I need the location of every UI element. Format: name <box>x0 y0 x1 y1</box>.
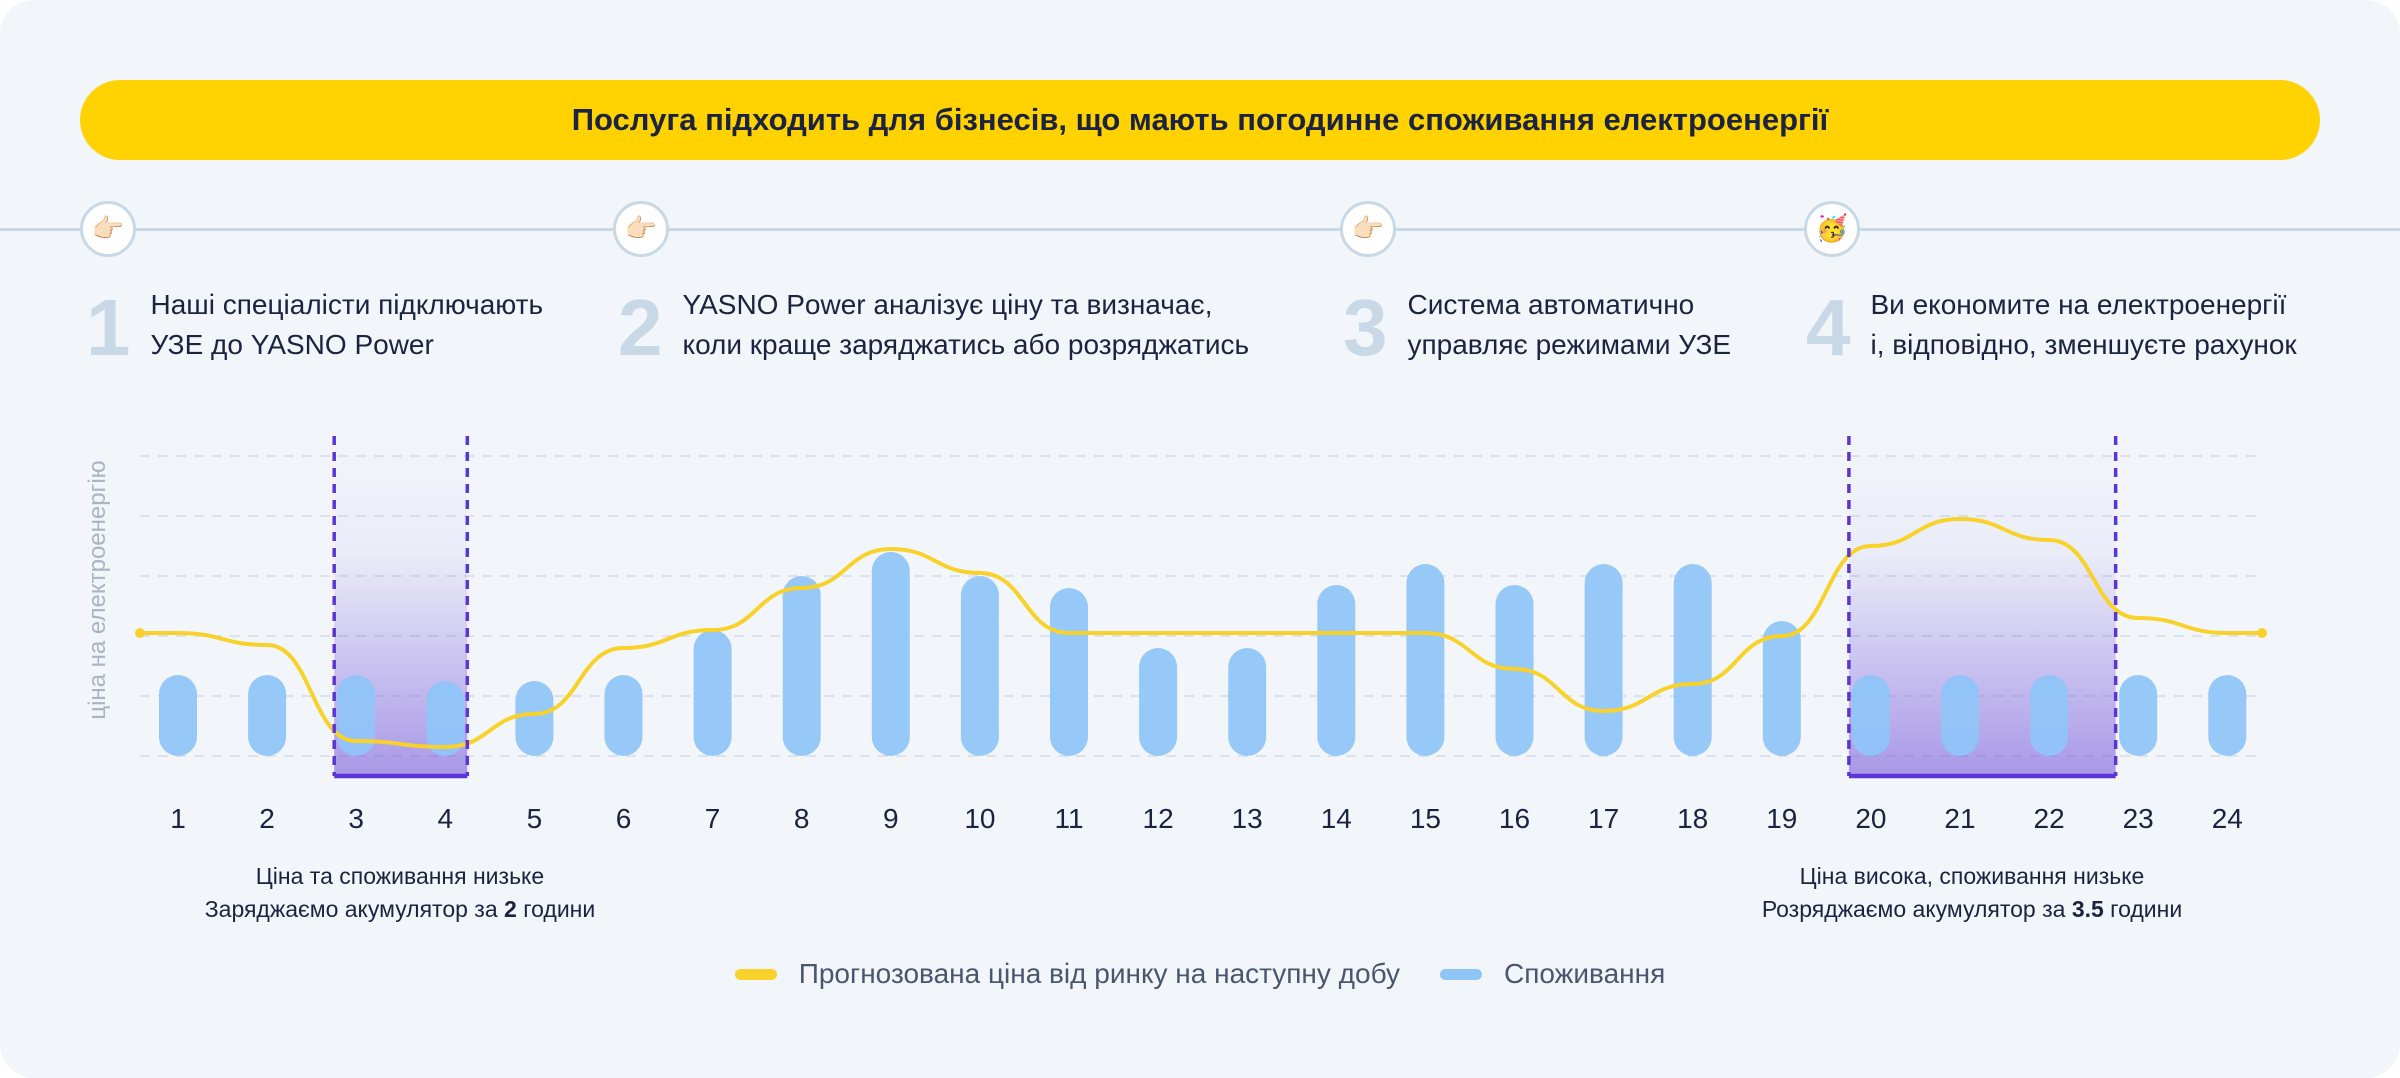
discharge-note: Ціна висока, споживання низьке Розряджає… <box>1762 860 2182 926</box>
bar-hour-19 <box>1762 621 1801 756</box>
x-tick-label: 20 <box>1855 803 1886 834</box>
step-line: Наші спеціалісти підключають <box>150 289 544 320</box>
party-face-icon: 🥳 <box>1804 201 1860 257</box>
legend-item-consumption: Споживання <box>1440 958 1665 990</box>
step-description: YASNO Power аналізує ціну та визначає, к… <box>683 285 1250 365</box>
step-number: 3 <box>1343 283 1388 372</box>
x-tick-label: 3 <box>348 803 364 834</box>
x-tick-label: 8 <box>794 803 810 834</box>
x-tick-label: 19 <box>1766 803 1797 834</box>
x-tick-label: 1 <box>170 803 186 834</box>
bar-hour-23 <box>2119 675 2158 756</box>
x-tick-label: 17 <box>1588 803 1619 834</box>
discharge-note-line2: Розряджаємо акумулятор за 3.5 години <box>1761 896 2183 922</box>
x-tick-label: 24 <box>2212 803 2243 834</box>
step-4: 4 Ви економите на електроенергії і, відп… <box>1806 285 2297 368</box>
step-line: YASNO Power аналізує ціну та визначає, <box>682 289 1213 320</box>
chart-legend: Прогнозована ціна від ринку на наступну … <box>0 958 2400 990</box>
bar-hour-24 <box>2208 675 2247 756</box>
pointing-hand-icon: 👉🏻 <box>1340 201 1396 257</box>
legend-swatch-bar <box>1440 968 1483 980</box>
step-line: Ви економите на електроенергії <box>1870 289 2287 320</box>
step-1: 1 Наші спеціалісти підключають УЗЕ до YA… <box>86 285 543 368</box>
step-line: коли краще заряджатись або розряджатись <box>682 329 1250 360</box>
step-line: Система автоматично <box>1407 289 1695 320</box>
price-line-start-dot <box>135 628 145 638</box>
x-tick-label: 9 <box>883 803 899 834</box>
x-tick-label: 6 <box>616 803 632 834</box>
bar-hour-4 <box>426 681 465 756</box>
legend-label: Споживання <box>1504 958 1666 989</box>
bar-hour-11 <box>1050 588 1088 756</box>
pointing-hand-icon: 👉🏻 <box>613 201 669 257</box>
highlight-band-discharge <box>1848 436 2116 776</box>
price-consumption-chart: 1 2 3 4 5 6 7 8 9 10 11 12 13 14 15 16 17 18 19 20 21 22 23 24 <box>135 436 2267 834</box>
step-number: 4 <box>1806 283 1851 372</box>
step-description: Ви економите на електроенергії і, відпов… <box>1871 285 2297 365</box>
bar-hour-5 <box>515 681 554 756</box>
price-line-end-dot <box>2257 628 2267 638</box>
x-tick-label: 23 <box>2123 803 2154 834</box>
x-tick-label: 15 <box>1410 803 1441 834</box>
bar-hour-1 <box>159 675 197 756</box>
bar-hour-3 <box>337 675 376 756</box>
discharge-note-line1: Ціна висока, споживання низьке <box>1799 863 2145 889</box>
step-description: Наші спеціалісти підключають УЗЕ до YASN… <box>151 285 544 365</box>
charge-note-line2: Заряджаємо акумулятор за 2 години <box>204 896 596 922</box>
x-tick-label: 4 <box>438 803 454 834</box>
bar-hour-14 <box>1317 585 1356 756</box>
x-tick-label: 7 <box>705 803 721 834</box>
step-line: і, відповідно, зменшуєте рахунок <box>1870 329 2297 360</box>
bar-hour-15 <box>1406 564 1445 756</box>
bar-hour-10 <box>960 576 999 756</box>
bar-hour-9 <box>871 552 910 756</box>
bar-hour-6 <box>604 675 643 756</box>
x-tick-label: 10 <box>964 803 995 834</box>
step-line: УЗЕ до YASNO Power <box>150 329 434 360</box>
bar-hour-20 <box>1851 675 1890 756</box>
legend-swatch-line <box>734 968 777 980</box>
price-line <box>140 517 2262 749</box>
x-tick-label: 14 <box>1321 803 1352 834</box>
bar-hour-8 <box>782 576 821 756</box>
bar-hour-17 <box>1584 564 1623 756</box>
x-tick-label: 22 <box>2034 803 2065 834</box>
step-description: Система автоматично управляє режимами УЗ… <box>1408 285 1732 365</box>
legend-label: Прогнозована ціна від ринку на наступну … <box>798 958 1401 989</box>
x-tick-label: 5 <box>527 803 543 834</box>
x-tick-label: 18 <box>1677 803 1708 834</box>
bar-hour-21 <box>1941 675 1979 756</box>
x-tick-label: 12 <box>1143 803 1174 834</box>
timeline-line <box>0 228 2400 231</box>
bar-hour-2 <box>248 675 287 756</box>
bar-hour-22 <box>2030 675 2069 756</box>
x-tick-label: 16 <box>1499 803 1530 834</box>
step-2: 2 YASNO Power аналізує ціну та визначає,… <box>618 285 1249 368</box>
legend-item-price: Прогнозована ціна від ринку на наступну … <box>734 958 1401 990</box>
x-tick-label: 21 <box>1944 803 1975 834</box>
step-line: управляє режимами УЗЕ <box>1407 329 1732 360</box>
bar-hour-18 <box>1673 564 1712 756</box>
headline-banner: Послуга підходить для бізнесів, що мають… <box>80 80 2320 160</box>
step-3: 3 Система автоматично управляє режимами … <box>1343 285 1731 368</box>
x-tick-label: 11 <box>1054 803 1083 834</box>
bar-hour-13 <box>1228 648 1267 756</box>
step-number: 2 <box>618 283 663 372</box>
bar-hour-12 <box>1139 648 1178 756</box>
charge-note-line1: Ціна та споживання низьке <box>255 863 545 889</box>
x-tick-label: 13 <box>1232 803 1263 834</box>
pointing-hand-icon: 👉🏻 <box>80 201 136 257</box>
bar-hour-7 <box>693 630 732 756</box>
x-tick-label: 2 <box>259 803 275 834</box>
step-number: 1 <box>86 283 131 372</box>
charge-note: Ціна та споживання низьке Заряджаємо аку… <box>205 860 595 926</box>
